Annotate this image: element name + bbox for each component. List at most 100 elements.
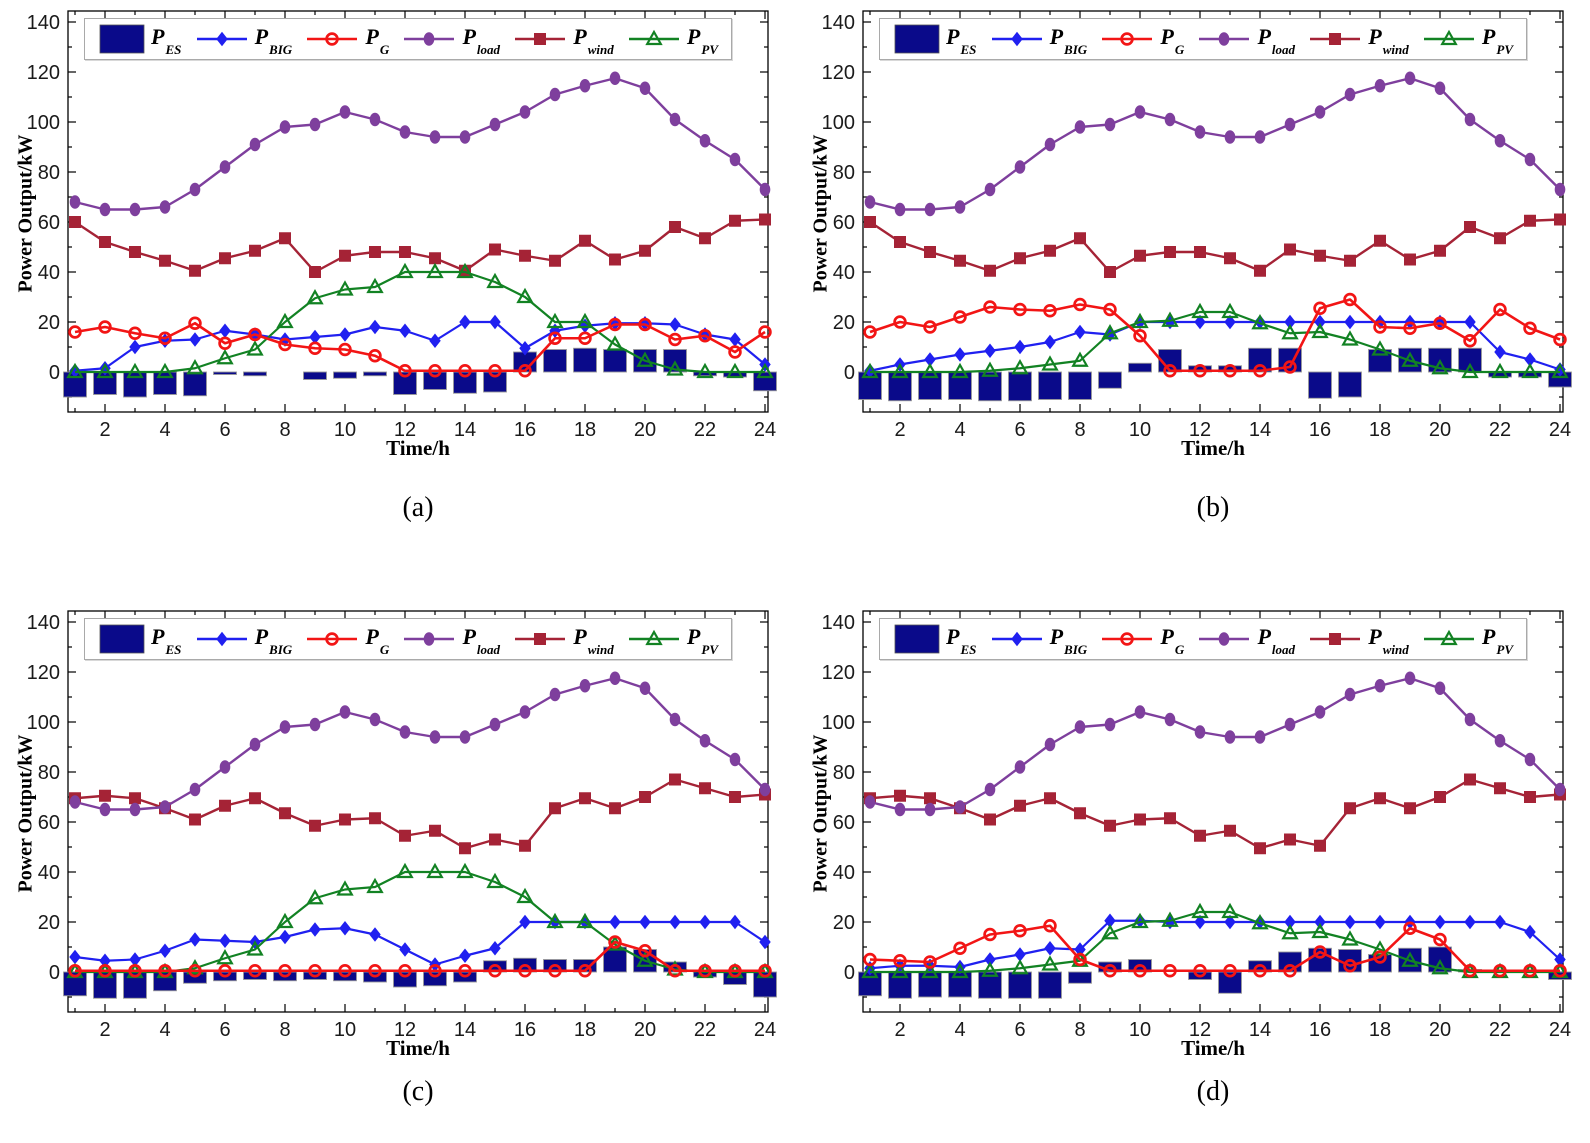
- svg-text:2: 2: [99, 419, 110, 441]
- svg-text:80: 80: [833, 162, 855, 184]
- legend-b: PES PBIG PG Pload Pwind PPV: [879, 18, 1527, 60]
- svg-text:140: 140: [27, 12, 60, 34]
- y-axis-label: Power Output/kW: [14, 134, 37, 293]
- svg-text:18: 18: [574, 1019, 596, 1041]
- svg-text:24: 24: [754, 1019, 776, 1041]
- svg-text:20: 20: [1429, 419, 1451, 441]
- dot-marker-swatch: [1199, 632, 1250, 646]
- legend-label-load: Pload: [1257, 24, 1296, 57]
- svg-text:22: 22: [694, 1019, 716, 1041]
- svg-text:8: 8: [279, 1019, 290, 1041]
- circle-marker-swatch: [1102, 32, 1153, 46]
- legend-label-wind: Pwind: [573, 624, 614, 657]
- legend-label-ES: PES: [946, 24, 977, 57]
- svg-text:20: 20: [634, 419, 656, 441]
- svg-text:10: 10: [334, 1019, 356, 1041]
- svg-text:22: 22: [694, 419, 716, 441]
- legend-label-BIG: PBIG: [254, 624, 293, 657]
- circle-marker-swatch: [307, 32, 358, 46]
- svg-text:12: 12: [394, 419, 416, 441]
- legend-label-G: PG: [365, 624, 390, 657]
- legend-label-PV: PPV: [686, 624, 718, 657]
- p_pv-series: [861, 302, 1569, 379]
- svg-text:0: 0: [49, 362, 60, 384]
- svg-text:10: 10: [334, 419, 356, 441]
- legend-item-PV: PPV: [627, 624, 718, 657]
- svg-text:60: 60: [833, 812, 855, 834]
- legend-item-ES: PES: [99, 24, 182, 57]
- p_load-series: [864, 71, 1566, 217]
- legend-label-wind: Pwind: [1368, 24, 1409, 57]
- legend-label-ES: PES: [151, 624, 182, 657]
- legend-label-BIG: PBIG: [1049, 624, 1088, 657]
- legend-item-BIG: PBIG: [195, 624, 293, 657]
- svg-text:6: 6: [1014, 419, 1025, 441]
- svg-text:20: 20: [1429, 1019, 1451, 1041]
- y-axis-label: Power Output/kW: [809, 734, 832, 893]
- legend-item-BIG: PBIG: [195, 26, 292, 56]
- legend-item-G: PG: [305, 624, 390, 657]
- legend-item-ES: PES: [894, 24, 977, 57]
- svg-text:20: 20: [833, 912, 855, 934]
- legend-d: PES PBIG PG Pload Pwind PPV: [879, 618, 1527, 660]
- legend-a: PES PBIG PG Pload Pwind PPV: [84, 18, 732, 60]
- svg-text:120: 120: [822, 62, 855, 84]
- legend-label-load: Pload: [462, 24, 501, 57]
- svg-text:80: 80: [38, 162, 60, 184]
- svg-text:6: 6: [219, 419, 230, 441]
- svg-text:4: 4: [954, 419, 965, 441]
- panel-c: 2 4 6 8 10 12 14 16 18 20 22 24 0 20 40 60 80 100 120 140 P…: [0, 573, 795, 1143]
- square-marker-swatch: [1310, 32, 1361, 45]
- svg-text:40: 40: [38, 262, 60, 284]
- x-axis-label: Time/h: [386, 436, 450, 460]
- svg-text:80: 80: [38, 762, 60, 784]
- legend-item-G: PG: [1100, 26, 1184, 56]
- svg-text:2: 2: [99, 1019, 110, 1041]
- legend-item-wind: Pwind: [513, 26, 614, 56]
- svg-text:80: 80: [833, 762, 855, 784]
- svg-text:24: 24: [1549, 419, 1571, 441]
- svg-text:2: 2: [894, 419, 905, 441]
- legend-item-load: Pload: [1197, 24, 1296, 57]
- x-axis-label: Time/h: [1181, 1036, 1245, 1060]
- es-bar-swatch: [894, 624, 940, 654]
- legend-label-ES: PES: [151, 24, 182, 57]
- p_pv-series: [861, 902, 1569, 979]
- square-marker-swatch: [515, 32, 566, 45]
- p_big-series: [69, 914, 771, 972]
- svg-text:14: 14: [454, 419, 476, 441]
- es-bar-swatch: [99, 624, 145, 654]
- panel-caption-b: (b): [1196, 492, 1230, 523]
- legend-label-PV: PPV: [686, 24, 718, 57]
- svg-text:4: 4: [159, 419, 170, 441]
- svg-text:120: 120: [822, 662, 855, 684]
- svg-text:14: 14: [454, 1019, 476, 1041]
- svg-text:22: 22: [1489, 419, 1511, 441]
- svg-text:10: 10: [1129, 419, 1151, 441]
- svg-text:22: 22: [1489, 1019, 1511, 1041]
- svg-text:60: 60: [38, 812, 60, 834]
- p_g-series: [68, 935, 772, 978]
- diamond-marker-swatch: [196, 31, 247, 47]
- panel-caption-a: (a): [402, 492, 434, 523]
- svg-text:12: 12: [1189, 1019, 1211, 1041]
- legend-item-wind: Pwind: [1308, 626, 1409, 656]
- svg-text:18: 18: [1369, 419, 1391, 441]
- legend-label-ES: PES: [946, 624, 977, 657]
- svg-text:14: 14: [1249, 419, 1271, 441]
- svg-text:8: 8: [1074, 419, 1085, 441]
- legend-item-BIG: PBIG: [990, 26, 1087, 56]
- p_g-series: [863, 919, 1567, 978]
- svg-text:0: 0: [49, 962, 60, 984]
- p_load-series: [69, 671, 771, 817]
- svg-text:8: 8: [279, 419, 290, 441]
- legend-label-load: Pload: [1257, 624, 1296, 657]
- legend-item-ES: PES: [99, 624, 182, 657]
- p_load-series: [69, 71, 771, 217]
- legend-item-PV: PPV: [1422, 26, 1513, 56]
- svg-text:60: 60: [833, 212, 855, 234]
- legend-item-load: Pload: [402, 24, 501, 57]
